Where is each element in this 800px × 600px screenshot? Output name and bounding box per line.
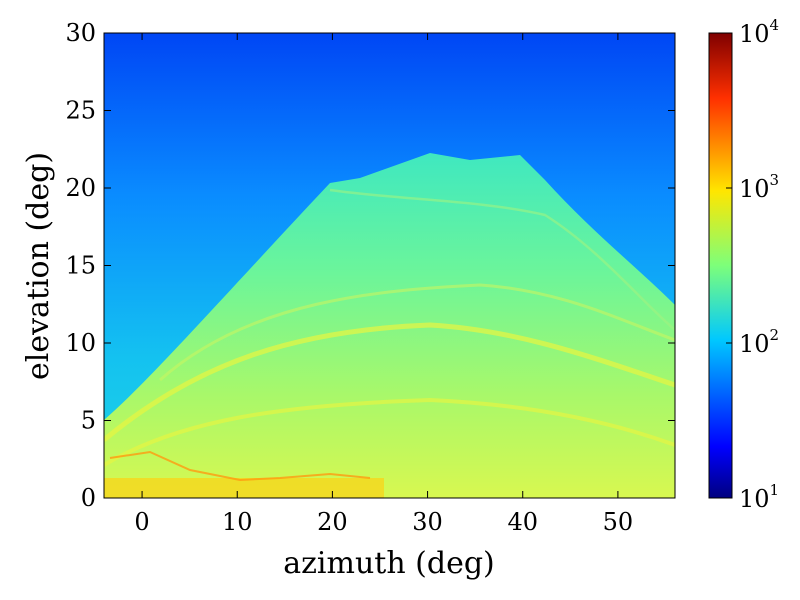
x-tick-label: 0	[134, 508, 149, 536]
y-tick-label: 5	[81, 407, 96, 435]
horizon-band	[104, 478, 384, 498]
x-tick-label: 10	[222, 508, 253, 536]
y-tick-label: 30	[65, 19, 96, 47]
ridge-band	[329, 188, 675, 331]
ridge-band	[104, 397, 675, 467]
y-tick-label: 10	[65, 329, 96, 357]
y-tick-label: 15	[65, 252, 96, 280]
y-tick-label: 0	[81, 484, 96, 512]
colorbar	[708, 32, 733, 499]
heatmap-image	[104, 33, 675, 498]
x-tick-label: 50	[603, 508, 634, 536]
colorbar-tick-label: 103	[739, 171, 779, 203]
y-tick-label: 20	[65, 174, 96, 202]
colorbar-tick-label: 101	[739, 481, 779, 513]
y-tick-label: 25	[65, 97, 96, 125]
y-axis-title: elevation (deg)	[21, 152, 56, 380]
colorbar-axis: 101 102 103 104	[726, 16, 779, 513]
x-tick-label: 40	[507, 508, 538, 536]
x-tick-label: 30	[412, 508, 443, 536]
ridge-band	[159, 283, 675, 382]
hot-streak	[109, 450, 371, 482]
colorbar-tick-label: 104	[739, 16, 779, 48]
ridge-band	[104, 322, 675, 442]
x-axis: 0 10 20 30 40 50	[134, 33, 633, 536]
y-axis: 0 5 10 15 20 25 30	[65, 19, 675, 512]
x-tick-label: 20	[317, 508, 348, 536]
colorbar-tick-label: 102	[739, 326, 779, 358]
x-axis-title: azimuth (deg)	[283, 546, 495, 581]
